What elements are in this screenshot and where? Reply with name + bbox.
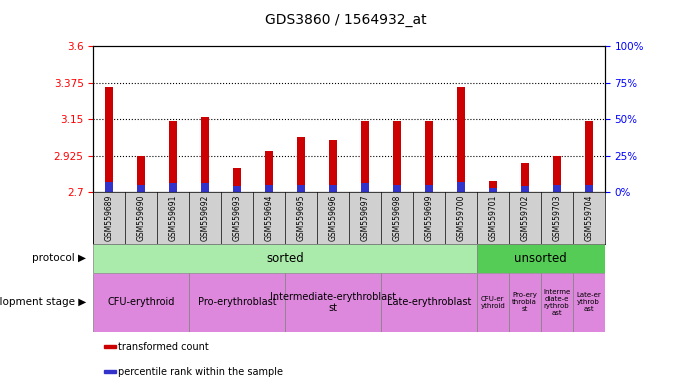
Bar	[105, 182, 113, 192]
Text: protocol ▶: protocol ▶	[32, 253, 86, 263]
Text: percentile rank within the sample: percentile rank within the sample	[118, 367, 283, 377]
Text: GSM559698: GSM559698	[392, 195, 401, 241]
Text: GSM559699: GSM559699	[424, 195, 433, 241]
Text: Pro-ery
throbla
st: Pro-ery throbla st	[512, 292, 537, 313]
Bar	[265, 185, 273, 192]
Bar	[201, 183, 209, 192]
Text: GSM559704: GSM559704	[584, 195, 593, 241]
Bar	[329, 140, 337, 192]
Bar	[285, 273, 381, 332]
Text: Late-erythroblast: Late-erythroblast	[387, 297, 471, 308]
Text: GSM559700: GSM559700	[456, 195, 465, 241]
Text: CFU-er
ythroid: CFU-er ythroid	[480, 296, 505, 309]
Text: CFU-erythroid: CFU-erythroid	[108, 297, 175, 308]
Text: GSM559694: GSM559694	[265, 195, 274, 241]
Bar	[361, 121, 369, 192]
Text: Pro-erythroblast: Pro-erythroblast	[198, 297, 276, 308]
Bar	[189, 273, 285, 332]
Bar	[169, 121, 177, 192]
Text: GSM559696: GSM559696	[328, 195, 337, 241]
Bar	[509, 273, 540, 332]
Bar	[297, 185, 305, 192]
Bar	[425, 185, 433, 192]
Bar	[477, 244, 605, 273]
Bar	[201, 118, 209, 192]
Text: GSM559703: GSM559703	[552, 195, 561, 241]
Bar	[489, 188, 497, 192]
Bar	[138, 156, 145, 192]
Text: sorted: sorted	[266, 252, 304, 265]
Bar	[457, 87, 465, 192]
Bar	[521, 186, 529, 192]
Bar	[489, 180, 497, 192]
Text: transformed count: transformed count	[118, 342, 209, 352]
Bar	[297, 137, 305, 192]
Text: Intermediate-erythroblast
st: Intermediate-erythroblast st	[270, 291, 396, 313]
Bar	[477, 273, 509, 332]
Bar	[104, 345, 116, 348]
Bar	[540, 273, 573, 332]
Text: Interme
diate-e
rythrob
ast: Interme diate-e rythrob ast	[543, 289, 570, 316]
Bar	[329, 185, 337, 192]
Bar	[553, 185, 560, 192]
Text: GSM559701: GSM559701	[489, 195, 498, 241]
Bar	[93, 244, 477, 273]
Bar	[393, 185, 401, 192]
Bar	[585, 121, 593, 192]
Text: development stage ▶: development stage ▶	[0, 297, 86, 308]
Bar	[105, 87, 113, 192]
Bar	[93, 273, 189, 332]
Bar	[425, 121, 433, 192]
Text: GSM559692: GSM559692	[200, 195, 209, 241]
Bar	[521, 163, 529, 192]
Text: GDS3860 / 1564932_at: GDS3860 / 1564932_at	[265, 13, 426, 27]
Text: GSM559697: GSM559697	[361, 195, 370, 241]
Bar	[265, 151, 273, 192]
Bar	[381, 273, 477, 332]
Bar	[169, 183, 177, 192]
Text: GSM559691: GSM559691	[169, 195, 178, 241]
Bar	[573, 273, 605, 332]
Text: GSM559690: GSM559690	[137, 195, 146, 241]
Bar	[104, 370, 116, 373]
Bar	[457, 182, 465, 192]
Text: GSM559689: GSM559689	[105, 195, 114, 241]
Text: Late-er
ythrob
ast: Late-er ythrob ast	[576, 292, 601, 313]
Text: unsorted: unsorted	[514, 252, 567, 265]
Bar	[233, 168, 241, 192]
Bar	[553, 156, 560, 192]
Bar	[233, 186, 241, 192]
Bar	[138, 185, 145, 192]
Bar	[585, 185, 593, 192]
Text: GSM559693: GSM559693	[233, 195, 242, 241]
Text: GSM559702: GSM559702	[520, 195, 529, 241]
Bar	[393, 121, 401, 192]
Bar	[361, 183, 369, 192]
Text: GSM559695: GSM559695	[296, 195, 305, 241]
